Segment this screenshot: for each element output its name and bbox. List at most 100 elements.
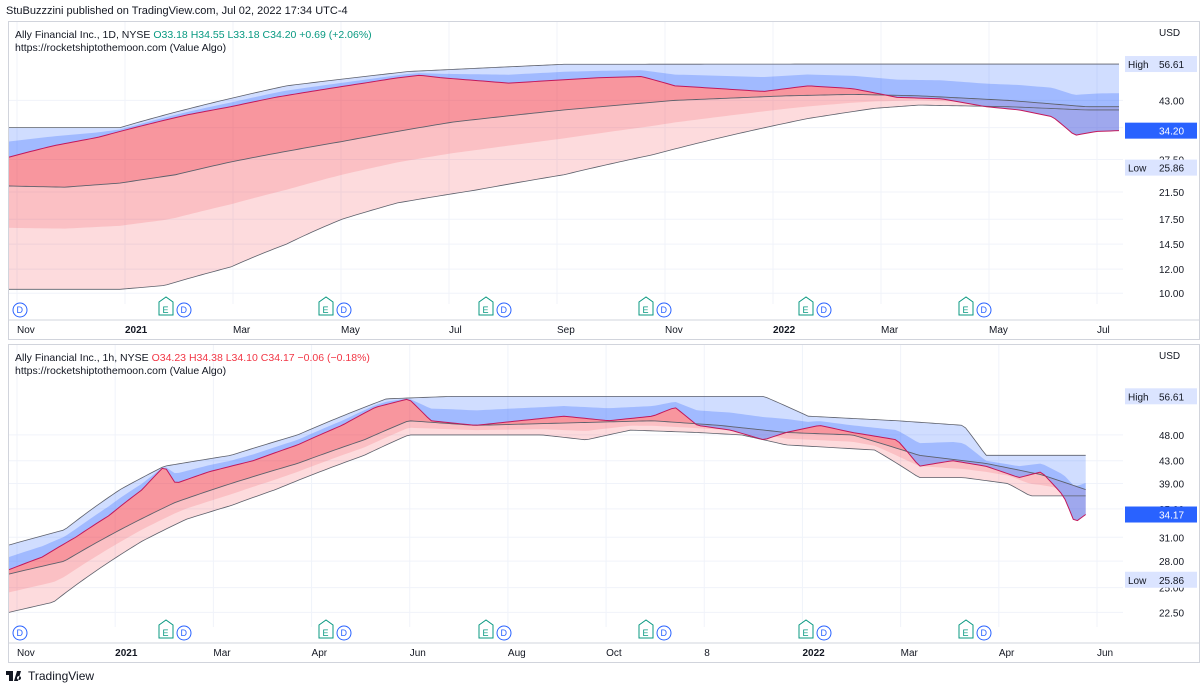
x-tick-label: Oct <box>606 648 622 659</box>
daily-symbol: Ally Financial Inc., 1D, NYSE <box>15 29 151 41</box>
y-tick-label: 14.50 <box>1159 240 1184 251</box>
x-tick-label: Nov <box>17 648 35 659</box>
value-band-high <box>9 75 1119 188</box>
value-band-mid <box>9 399 1086 593</box>
x-tick-label: 2022 <box>773 325 796 336</box>
earnings-label: E <box>803 305 809 315</box>
dividend-icon[interactable] <box>336 302 352 318</box>
dividend-icon[interactable] <box>496 302 512 318</box>
price-axis[interactable]: USD43.0035.0027.5021.5017.5014.5012.0010… <box>1125 28 1197 300</box>
daily-chart[interactable]: USD43.0035.0027.5021.5017.5014.5012.0010… <box>9 22 1199 339</box>
dividend-label: D <box>181 305 188 315</box>
low-tag-bg <box>1125 159 1197 176</box>
y-tick-label: 31.00 <box>1159 533 1184 544</box>
earnings-icon[interactable] <box>798 296 814 316</box>
daily-chart-panel[interactable]: USD43.0035.0027.5021.5017.5014.5012.0010… <box>8 21 1200 340</box>
overvalue-band-inner <box>9 70 1119 158</box>
dividend-icon[interactable] <box>976 302 992 318</box>
dividend-icon[interactable] <box>176 625 192 641</box>
y-tick-label: 12.00 <box>1159 265 1184 276</box>
earnings-label: E <box>963 628 969 638</box>
value-band-low <box>9 399 1086 613</box>
hourly-change: −0.06 (−0.18%) <box>297 352 370 364</box>
last-price-bg <box>1125 122 1197 139</box>
hourly-indicator-label: https://rocketshiptothemoon.com (Value A… <box>15 365 227 377</box>
last-price-bg <box>1125 506 1197 523</box>
hourly-close: C34.17 <box>260 352 295 364</box>
earnings-label: E <box>643 628 649 638</box>
low-tag-label: Low <box>1128 576 1147 587</box>
dividend-icon[interactable] <box>816 302 832 318</box>
earnings-icon[interactable] <box>638 619 654 639</box>
dividend-label: D <box>17 305 24 315</box>
earnings-icon[interactable] <box>478 619 494 639</box>
price-axis[interactable]: USD48.0043.0039.0035.0031.0028.0025.0022… <box>1125 351 1197 619</box>
earnings-icon[interactable] <box>318 619 334 639</box>
earnings-label: E <box>483 305 489 315</box>
earnings-icon[interactable] <box>158 619 174 639</box>
y-tick-label: 25.00 <box>1159 584 1184 595</box>
dividend-icon[interactable] <box>816 625 832 641</box>
value-band-low <box>9 75 1119 290</box>
dividend-icon[interactable] <box>336 625 352 641</box>
dividend-label: D <box>17 628 24 638</box>
hourly-chart[interactable]: USD48.0043.0039.0035.0031.0028.0025.0022… <box>9 345 1199 662</box>
tradingview-footer[interactable]: TradingView <box>6 667 94 685</box>
x-tick-label: Aug <box>508 648 526 659</box>
time-axis[interactable]: Nov 2021 Mar Apr Jun Aug Oct 8 2022 Mar Apr Jun <box>17 648 1113 659</box>
publish-banner: StuBuzzzini published on TradingView.com… <box>6 5 348 17</box>
y-tick-label: 28.00 <box>1159 557 1184 568</box>
daily-low: L33.18 <box>227 29 260 41</box>
hourly-chart-panel[interactable]: USD48.0043.0039.0035.0031.0028.0025.0022… <box>8 344 1200 663</box>
time-axis[interactable]: Nov 2021 Mar May Jul Sep Nov 2022 Mar May Jul <box>17 325 1110 336</box>
x-tick-label: 2021 <box>125 325 148 336</box>
earnings-icon[interactable] <box>478 296 494 316</box>
low-tag-label: Low <box>1128 164 1147 175</box>
dividend-label: D <box>981 628 988 638</box>
x-tick-label: 2022 <box>802 648 825 659</box>
x-tick-label: Apr <box>999 648 1015 659</box>
earnings-icon[interactable] <box>638 296 654 316</box>
dividend-icon[interactable] <box>656 625 672 641</box>
low-tag-value: 25.86 <box>1159 164 1184 175</box>
dividend-icon[interactable] <box>496 625 512 641</box>
lower-band-line <box>9 429 1086 613</box>
lower-band-line <box>9 104 1119 290</box>
x-tick-label: 2021 <box>115 648 138 659</box>
dividend-icon[interactable] <box>176 302 192 318</box>
x-tick-label: Mar <box>213 648 231 659</box>
daily-high: H34.55 <box>190 29 225 41</box>
dividend-label: D <box>661 305 668 315</box>
value-band-mid <box>9 75 1119 229</box>
earnings-label: E <box>163 305 169 315</box>
overvalue-band <box>9 64 1119 158</box>
dividend-icon[interactable] <box>12 302 28 318</box>
dividend-icon[interactable] <box>976 625 992 641</box>
earnings-icon[interactable] <box>798 619 814 639</box>
earnings-label: E <box>323 305 329 315</box>
dividend-label: D <box>501 305 508 315</box>
dividend-label: D <box>341 305 348 315</box>
hourly-legend: Ally Financial Inc., 1h, NYSE O34.23 H34… <box>15 351 370 365</box>
dividend-label: D <box>821 628 828 638</box>
earnings-label: E <box>483 628 489 638</box>
earnings-icon[interactable] <box>158 296 174 316</box>
earnings-icon[interactable] <box>958 619 974 639</box>
dividend-icon[interactable] <box>656 302 672 318</box>
dividend-icon[interactable] <box>12 625 28 641</box>
last-price-value: 34.17 <box>1159 511 1184 522</box>
daily-close: C34.20 <box>262 29 297 41</box>
x-tick-label: Mar <box>233 325 251 336</box>
high-tag-label: High <box>1128 60 1149 71</box>
earnings-label: E <box>963 305 969 315</box>
x-tick-label: Jun <box>410 648 426 659</box>
dividend-label: D <box>981 305 988 315</box>
price-line <box>9 74 1120 158</box>
earnings-icon[interactable] <box>318 296 334 316</box>
earnings-icon[interactable] <box>958 296 974 316</box>
low-tag-bg <box>1125 571 1197 588</box>
y-tick-label: 43.00 <box>1159 457 1184 468</box>
grid <box>9 345 1123 627</box>
